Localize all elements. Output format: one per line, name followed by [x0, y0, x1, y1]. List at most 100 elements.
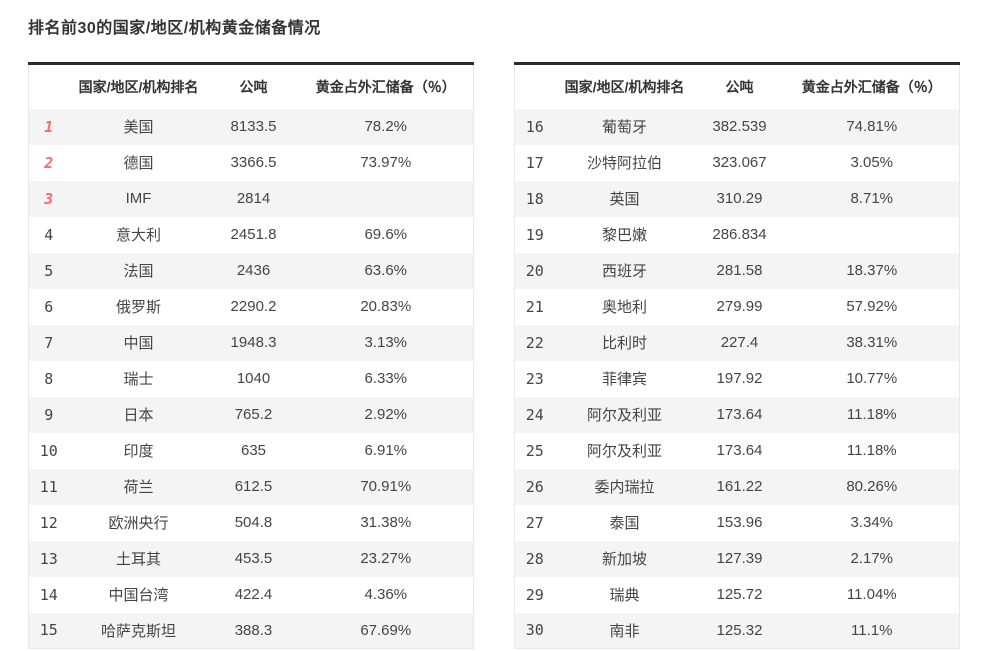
pct-cell: 3.05%: [784, 144, 960, 181]
country-cell: 沙特阿拉伯: [554, 144, 695, 181]
pct-cell: 2.17%: [784, 540, 960, 577]
rank-cell: 18: [514, 180, 555, 217]
column-header-country: 国家/地区/机构排名: [554, 63, 695, 109]
country-cell: 瑞典: [554, 576, 695, 613]
table-row: 5 法国 2436 63.6%: [28, 252, 474, 289]
rank-cell: 4: [28, 216, 69, 253]
country-cell: 欧洲央行: [68, 504, 209, 541]
country-cell: 泰国: [554, 504, 695, 541]
country-cell: 菲律宾: [554, 360, 695, 397]
country-cell: 俄罗斯: [68, 288, 209, 325]
tonnes-cell: 153.96: [694, 504, 785, 541]
pct-cell: 10.77%: [784, 360, 960, 397]
rank-cell: 22: [514, 324, 555, 361]
gold-reserves-table-left: 国家/地区/机构排名 公吨 黄金占外汇储备（％） 1 美国 8133.5 78.2% 2…: [28, 62, 474, 649]
country-cell: 阿尔及利亚: [554, 432, 695, 469]
tonnes-cell: 173.64: [694, 432, 785, 469]
rank-cell: 17: [514, 144, 555, 181]
table-row: 17 沙特阿拉伯 323.067 3.05%: [514, 144, 960, 181]
pct-cell: 73.97%: [298, 144, 474, 181]
column-header-pct: 黄金占外汇储备（％）: [784, 63, 960, 109]
column-header-rank: [28, 63, 69, 109]
table-row: 18 英国 310.29 8.71%: [514, 180, 960, 217]
rank-cell: 12: [28, 504, 69, 541]
rank-cell: 6: [28, 288, 69, 325]
tonnes-cell: 1040: [208, 360, 299, 397]
pct-cell: 2.92%: [298, 396, 474, 433]
tonnes-cell: 125.32: [694, 612, 785, 649]
table-row: 2 德国 3366.5 73.97%: [28, 144, 474, 181]
tonnes-cell: 227.4: [694, 324, 785, 361]
pct-cell: [298, 180, 474, 217]
pct-cell: 69.6%: [298, 216, 474, 253]
pct-cell: 3.34%: [784, 504, 960, 541]
country-cell: 土耳其: [68, 540, 209, 577]
tonnes-cell: 504.8: [208, 504, 299, 541]
tonnes-cell: 635: [208, 432, 299, 469]
country-cell: 南非: [554, 612, 695, 649]
rank-cell: 25: [514, 432, 555, 469]
tonnes-cell: 197.92: [694, 360, 785, 397]
tonnes-cell: 125.72: [694, 576, 785, 613]
table-row: 29 瑞典 125.72 11.04%: [514, 576, 960, 613]
country-cell: 比利时: [554, 324, 695, 361]
table-header-row: 国家/地区/机构排名 公吨 黄金占外汇储备（％）: [28, 63, 474, 109]
pct-cell: 63.6%: [298, 252, 474, 289]
rank-cell: 27: [514, 504, 555, 541]
table-row: 19 黎巴嫩 286.834: [514, 216, 960, 253]
tonnes-cell: 279.99: [694, 288, 785, 325]
table-row: 9 日本 765.2 2.92%: [28, 396, 474, 433]
table-row: 30 南非 125.32 11.1%: [514, 612, 960, 649]
tonnes-cell: 388.3: [208, 612, 299, 649]
table-row: 14 中国台湾 422.4 4.36%: [28, 576, 474, 613]
pct-cell: 78.2%: [298, 108, 474, 145]
table-row: 23 菲律宾 197.92 10.77%: [514, 360, 960, 397]
table-row: 21 奥地利 279.99 57.92%: [514, 288, 960, 325]
column-header-tonnes: 公吨: [694, 63, 785, 109]
country-cell: 美国: [68, 108, 209, 145]
tonnes-cell: 2436: [208, 252, 299, 289]
table-row: 22 比利时 227.4 38.31%: [514, 324, 960, 361]
pct-cell: 4.36%: [298, 576, 474, 613]
table-row: 16 葡萄牙 382.539 74.81%: [514, 108, 960, 145]
rank-cell: 16: [514, 108, 555, 145]
tonnes-cell: 422.4: [208, 576, 299, 613]
country-cell: 阿尔及利亚: [554, 396, 695, 433]
pct-cell: [784, 216, 960, 253]
tonnes-cell: 453.5: [208, 540, 299, 577]
tonnes-cell: 323.067: [694, 144, 785, 181]
tonnes-cell: 3366.5: [208, 144, 299, 181]
table-row: 4 意大利 2451.8 69.6%: [28, 216, 474, 253]
table-row: 3 IMF 2814: [28, 180, 474, 217]
table-row: 15 哈萨克斯坦 388.3 67.69%: [28, 612, 474, 649]
table-row: 12 欧洲央行 504.8 31.38%: [28, 504, 474, 541]
table-row: 25 阿尔及利亚 173.64 11.18%: [514, 432, 960, 469]
country-cell: 法国: [68, 252, 209, 289]
rank-cell: 28: [514, 540, 555, 577]
country-cell: 中国台湾: [68, 576, 209, 613]
column-header-pct: 黄金占外汇储备（％）: [298, 63, 474, 109]
table-row: 11 荷兰 612.5 70.91%: [28, 468, 474, 505]
country-cell: 日本: [68, 396, 209, 433]
country-cell: 新加坡: [554, 540, 695, 577]
pct-cell: 6.33%: [298, 360, 474, 397]
pct-cell: 11.04%: [784, 576, 960, 613]
table-row: 8 瑞士 1040 6.33%: [28, 360, 474, 397]
tonnes-cell: 310.29: [694, 180, 785, 217]
table-row: 7 中国 1948.3 3.13%: [28, 324, 474, 361]
table-row: 10 印度 635 6.91%: [28, 432, 474, 469]
tonnes-cell: 2451.8: [208, 216, 299, 253]
tonnes-cell: 127.39: [694, 540, 785, 577]
pct-cell: 80.26%: [784, 468, 960, 505]
rank-cell: 21: [514, 288, 555, 325]
rank-cell: 11: [28, 468, 69, 505]
pct-cell: 18.37%: [784, 252, 960, 289]
tonnes-cell: 765.2: [208, 396, 299, 433]
rank-cell: 26: [514, 468, 555, 505]
country-cell: 中国: [68, 324, 209, 361]
column-header-country: 国家/地区/机构排名: [68, 63, 209, 109]
pct-cell: 67.69%: [298, 612, 474, 649]
tonnes-cell: 281.58: [694, 252, 785, 289]
table-row: 24 阿尔及利亚 173.64 11.18%: [514, 396, 960, 433]
rank-cell: 9: [28, 396, 69, 433]
